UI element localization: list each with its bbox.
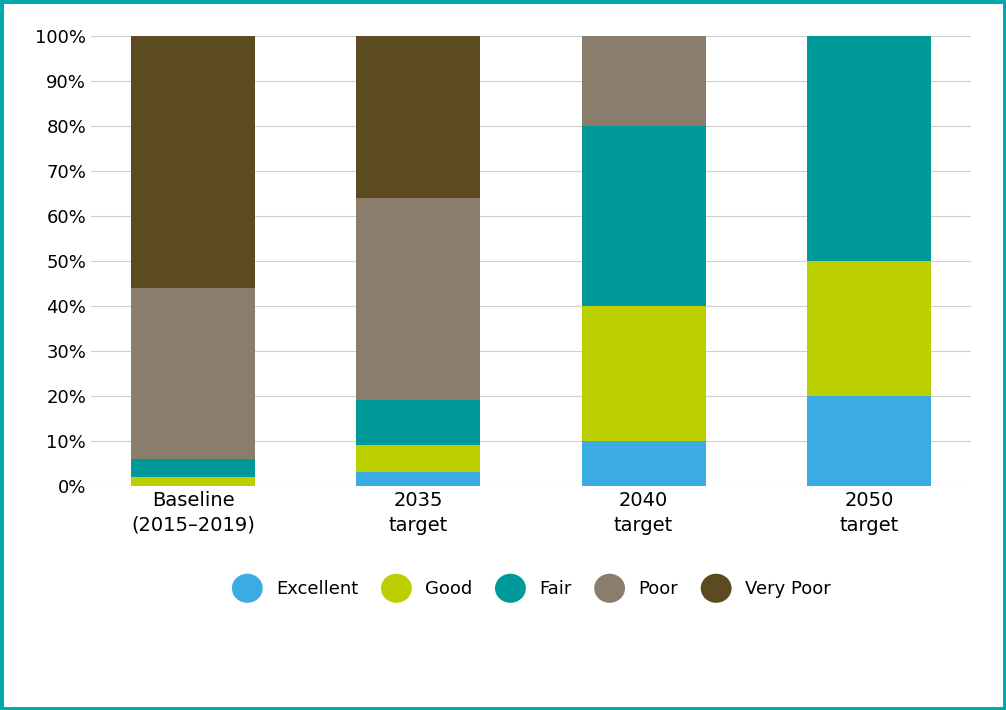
Bar xyxy=(356,445,480,472)
Bar xyxy=(356,400,480,445)
Bar xyxy=(131,36,255,288)
Bar xyxy=(581,36,705,126)
Bar xyxy=(581,306,705,441)
Bar xyxy=(807,261,931,395)
Bar xyxy=(581,441,705,486)
Bar xyxy=(356,472,480,486)
Bar xyxy=(131,459,255,476)
Bar xyxy=(356,198,480,400)
Bar xyxy=(807,395,931,486)
Bar xyxy=(131,476,255,486)
Bar xyxy=(356,36,480,198)
Bar xyxy=(131,288,255,459)
Bar xyxy=(807,36,931,261)
Bar xyxy=(581,126,705,306)
Legend: Excellent, Good, Fair, Poor, Very Poor: Excellent, Good, Fair, Poor, Very Poor xyxy=(222,571,840,608)
